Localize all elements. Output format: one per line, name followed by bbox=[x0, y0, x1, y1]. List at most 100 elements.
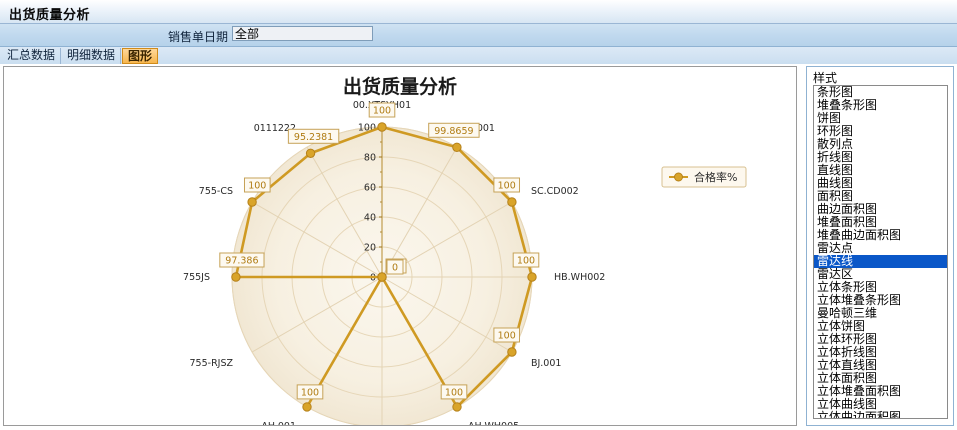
value-callout-box bbox=[219, 252, 265, 268]
value-callout-box bbox=[386, 259, 404, 275]
category-label-1: SJ001 bbox=[468, 123, 495, 134]
value-callout-text: 100 bbox=[498, 331, 516, 342]
category-label-2: SC.CD002 bbox=[531, 186, 579, 197]
value-callout-text: 100 bbox=[248, 181, 266, 192]
data-point-1[interactable] bbox=[452, 142, 462, 152]
style-option-13[interactable]: 雷达线 bbox=[814, 255, 947, 268]
style-option-9[interactable]: 曲边面积图 bbox=[817, 202, 878, 216]
value-callout-text: 100 bbox=[445, 387, 463, 398]
axis-spoke-11 bbox=[306, 146, 383, 278]
data-point-9[interactable] bbox=[231, 272, 241, 282]
value-callout-0: 100 bbox=[368, 102, 396, 118]
value-callout-box bbox=[493, 177, 521, 193]
style-listbox[interactable]: 条形图 堆叠条形图 饼图 环形图 散列点 折线图 直线图 曲线图 面积图 曲边面积图 堆叠面积图 堆叠… bbox=[813, 85, 948, 419]
axis-spoke-4 bbox=[381, 276, 513, 353]
style-option-18[interactable]: 立体饼图 bbox=[817, 319, 866, 333]
value-callout-text: 100 bbox=[373, 106, 391, 117]
data-point-4[interactable] bbox=[507, 347, 517, 357]
legend-marker-icon bbox=[674, 172, 683, 182]
data-point-0[interactable] bbox=[377, 122, 387, 132]
sales-date-label: 销售单日期 bbox=[168, 30, 229, 44]
style-option-21[interactable]: 立体直线图 bbox=[817, 358, 878, 372]
axis-spoke-8 bbox=[251, 276, 383, 353]
category-label-5: AH.WH005 bbox=[468, 421, 519, 425]
style-panel: 样式 条形图 堆叠条形图 饼图 环形图 散列点 折线图 直线图 曲线图 面积图 曲边面积图 堆叠面积… bbox=[806, 66, 954, 426]
page-title: 出货质量分析 bbox=[9, 7, 91, 22]
style-option-24[interactable]: 立体曲线图 bbox=[817, 397, 878, 411]
data-point-2[interactable] bbox=[507, 197, 517, 207]
style-option-0[interactable]: 条形图 bbox=[817, 85, 854, 99]
category-label-11: 0111222 bbox=[254, 123, 296, 134]
value-callout-5: 100 bbox=[440, 384, 468, 400]
tab-strip: 汇总数据 明细数据 图形 bbox=[0, 47, 957, 64]
category-label-10: 755-CS bbox=[199, 186, 233, 197]
style-option-17[interactable]: 曼哈顿三维 bbox=[817, 306, 878, 320]
value-callout-2: 100 bbox=[493, 177, 521, 193]
style-option-3[interactable]: 环形图 bbox=[817, 124, 854, 138]
style-option-15[interactable]: 立体条形图 bbox=[817, 280, 878, 294]
style-option-11[interactable]: 堆叠曲边面积图 bbox=[817, 228, 902, 242]
sales-date-input[interactable]: 全部 bbox=[232, 26, 373, 41]
value-callout-box bbox=[243, 177, 271, 193]
data-point-8[interactable] bbox=[377, 272, 387, 282]
value-callout-text: 97.386 bbox=[225, 256, 258, 267]
style-option-6[interactable]: 直线图 bbox=[817, 163, 854, 177]
filter-bar: 销售单日期 全部 bbox=[0, 24, 957, 47]
rtick-label-60: 60 bbox=[364, 183, 376, 194]
style-option-22[interactable]: 立体面积图 bbox=[817, 371, 878, 385]
style-option-23[interactable]: 立体堆叠面积图 bbox=[817, 384, 902, 398]
value-callout-3: 100 bbox=[512, 252, 540, 268]
value-callout-box bbox=[368, 102, 396, 118]
value-callout-box bbox=[296, 384, 324, 400]
category-label-3: HB.WH002 bbox=[554, 272, 605, 283]
value-callout-text: 100 bbox=[517, 256, 535, 267]
title-bar: 出货质量分析 bbox=[0, 0, 957, 24]
value-callout-box bbox=[428, 122, 480, 138]
style-option-25[interactable]: 立体曲边面积图 bbox=[817, 410, 902, 419]
style-option-7[interactable]: 曲线图 bbox=[817, 176, 854, 190]
category-label-9: 755JS bbox=[183, 272, 210, 283]
value-callout-text: 0 bbox=[392, 263, 398, 274]
tab-2[interactable]: 明细数据 bbox=[62, 48, 122, 64]
style-option-5[interactable]: 折线图 bbox=[817, 150, 854, 164]
style-option-8[interactable]: 面积图 bbox=[817, 189, 854, 203]
value-callout-text: 100 bbox=[498, 181, 516, 192]
radar-data-points bbox=[231, 122, 537, 412]
radar-value-labels: 100 99.8659 100 100 100 100 0 100 97.386 100 95.23… bbox=[219, 102, 540, 400]
data-point-3[interactable] bbox=[527, 272, 537, 282]
style-option-12[interactable]: 雷达点 bbox=[817, 241, 854, 255]
style-option-14[interactable]: 雷达区 bbox=[817, 267, 854, 281]
value-callout-9: 97.386 bbox=[219, 252, 265, 268]
value-callout-1: 99.8659 bbox=[428, 122, 480, 138]
style-option-4[interactable]: 散列点 bbox=[817, 137, 854, 151]
data-point-11[interactable] bbox=[305, 148, 316, 158]
category-label-7: AH.001 bbox=[261, 421, 296, 425]
style-option-19[interactable]: 立体环形图 bbox=[817, 332, 878, 346]
style-option-20[interactable]: 立体折线图 bbox=[817, 345, 878, 359]
chart-title: 出货质量分析 bbox=[343, 75, 457, 98]
value-callout-text: 99.8659 bbox=[434, 126, 473, 137]
value-callout-box bbox=[440, 384, 468, 400]
data-point-10[interactable] bbox=[247, 197, 257, 207]
value-callout-11: 95.2381 bbox=[287, 128, 340, 144]
data-point-7[interactable] bbox=[302, 402, 312, 412]
value-callout-text: 100 bbox=[301, 387, 319, 398]
style-option-2[interactable]: 饼图 bbox=[817, 111, 842, 125]
rtick-label-20: 20 bbox=[364, 243, 376, 254]
value-callout-box bbox=[512, 252, 540, 268]
value-callout-box bbox=[287, 128, 340, 144]
tab-1[interactable]: 汇总数据 bbox=[2, 48, 62, 64]
rtick-label-80: 80 bbox=[364, 153, 376, 164]
value-callout-7: 100 bbox=[296, 384, 324, 400]
style-option-1[interactable]: 堆叠条形图 bbox=[817, 98, 878, 112]
category-label-8: 755-RJSZ bbox=[190, 358, 234, 369]
rtick-label-100: 100 bbox=[358, 123, 376, 134]
style-option-16[interactable]: 立体堆叠条形图 bbox=[817, 293, 902, 307]
tab-3[interactable]: 图形 bbox=[122, 48, 159, 64]
style-option-10[interactable]: 堆叠面积图 bbox=[817, 215, 878, 229]
category-label-4: BJ.001 bbox=[531, 358, 561, 369]
legend-label: 合格率% bbox=[694, 170, 737, 184]
data-point-5[interactable] bbox=[452, 402, 462, 412]
